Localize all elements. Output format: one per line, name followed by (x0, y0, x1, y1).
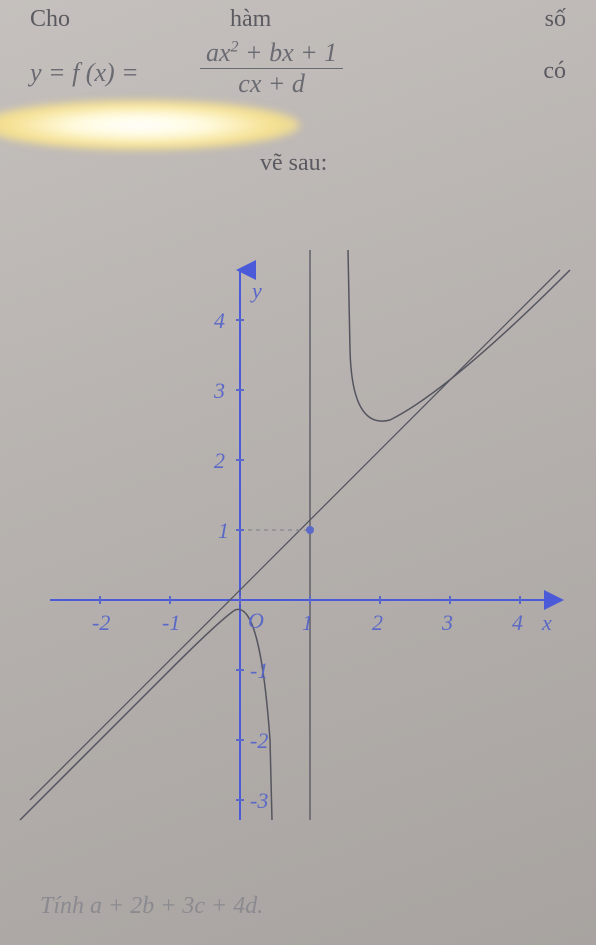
word-co: có (543, 58, 566, 85)
curve-left-branch (20, 609, 272, 820)
x-tick-2: 2 (372, 610, 383, 636)
y-tick--3: -3 (250, 788, 268, 814)
bottom-question: Tính a + 2b + 3c + 4d. (40, 893, 263, 920)
x-tick--2: -2 (92, 610, 110, 636)
word-ve-sau: vẽ sau: (260, 150, 327, 177)
origin-label: O (248, 608, 264, 634)
curve-right-branch (348, 250, 570, 421)
y-tick-1: 1 (218, 518, 229, 544)
graph-svg (50, 260, 560, 820)
num-x: x (219, 38, 231, 67)
screen-glare (0, 100, 300, 150)
y-axis-label: y (252, 278, 262, 304)
x-tick--1: -1 (162, 610, 180, 636)
oblique-asymptote (30, 270, 560, 800)
x-tick-4: 4 (512, 610, 523, 636)
formula-lhs: y = f (x) = (30, 58, 139, 88)
x-axis-label: x (542, 610, 552, 636)
y-tick-2: 2 (214, 448, 225, 474)
bottom-tinh: Tính (40, 893, 90, 919)
num-a: a (206, 38, 219, 67)
bottom-expr: a + 2b + 3c + 4d. (90, 893, 263, 919)
word-so: số (545, 6, 566, 33)
word-ham: hàm (230, 6, 271, 33)
denominator: cx + d (200, 69, 343, 99)
num-bx1: + bx + 1 (239, 38, 338, 67)
y-tick--2: -2 (250, 728, 268, 754)
y-tick--1: -1 (250, 658, 268, 684)
formula-fraction: ax2 + bx + 1 cx + d (200, 38, 343, 99)
x-tick-3: 3 (442, 610, 453, 636)
graph-chart: y x -2-11234O4321-1-2-3 (50, 260, 560, 800)
y-tick-3: 3 (214, 378, 225, 404)
num-sq: 2 (231, 38, 239, 55)
y-tick-4: 4 (214, 308, 225, 334)
word-cho: Cho (30, 6, 70, 33)
point-marker (306, 526, 314, 534)
x-tick-1: 1 (302, 610, 313, 636)
